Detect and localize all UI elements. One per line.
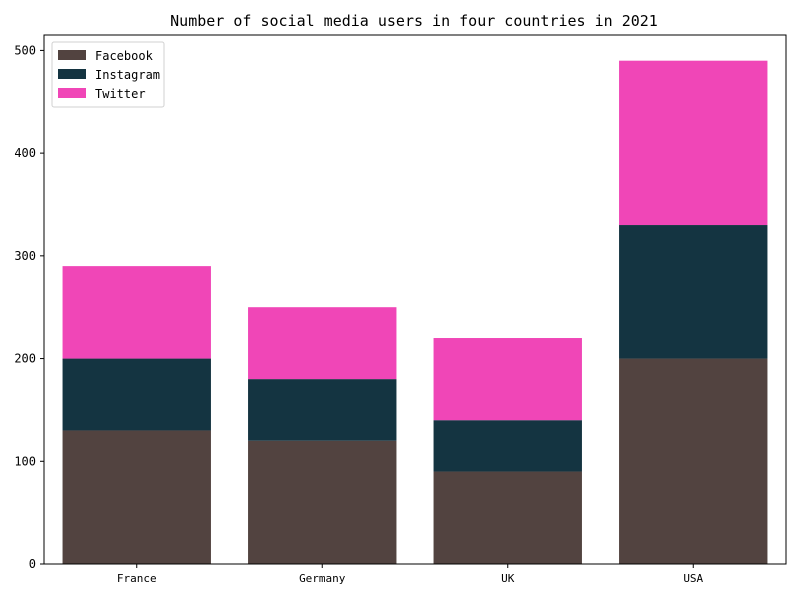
y-tick-label: 200 [14,352,36,366]
y-tick-label: 500 [14,43,36,57]
y-tick-label: 300 [14,249,36,263]
x-tick-label: Germany [299,572,346,585]
x-tick-label: USA [683,572,703,585]
bar-twitter-germany [248,307,397,380]
legend-swatch-facebook [58,50,86,60]
y-tick-label: 100 [14,454,36,468]
x-axis: France Germany UK USA [117,564,704,585]
bar-facebook-uk [433,471,582,564]
legend-swatch-twitter [58,88,86,98]
chart-title: Number of social media users in four cou… [170,12,658,30]
bar-facebook-germany [248,440,397,564]
x-tick-label: France [117,572,157,585]
plot-frame [43,34,787,565]
legend-label-facebook: Facebook [95,49,154,63]
bar-instagram-france [62,358,211,431]
legend-label-instagram: Instagram [95,68,160,82]
y-tick-label: 400 [14,146,36,160]
bar-instagram-germany [248,379,397,441]
y-tick-label: 0 [29,557,36,571]
y-axis: 0 100 200 300 400 500 [14,43,44,571]
bars-group [62,60,768,564]
legend-swatch-instagram [58,69,86,79]
bar-instagram-usa [619,225,768,359]
bar-twitter-uk [433,338,582,421]
legend: Facebook Instagram Twitter [51,41,165,108]
bar-facebook-usa [619,358,768,564]
bar-twitter-usa [619,60,768,226]
bar-instagram-uk [433,420,582,472]
legend-label-twitter: Twitter [95,87,146,101]
bar-facebook-france [62,430,211,564]
bar-twitter-france [62,266,211,359]
x-tick-label: UK [501,572,515,585]
